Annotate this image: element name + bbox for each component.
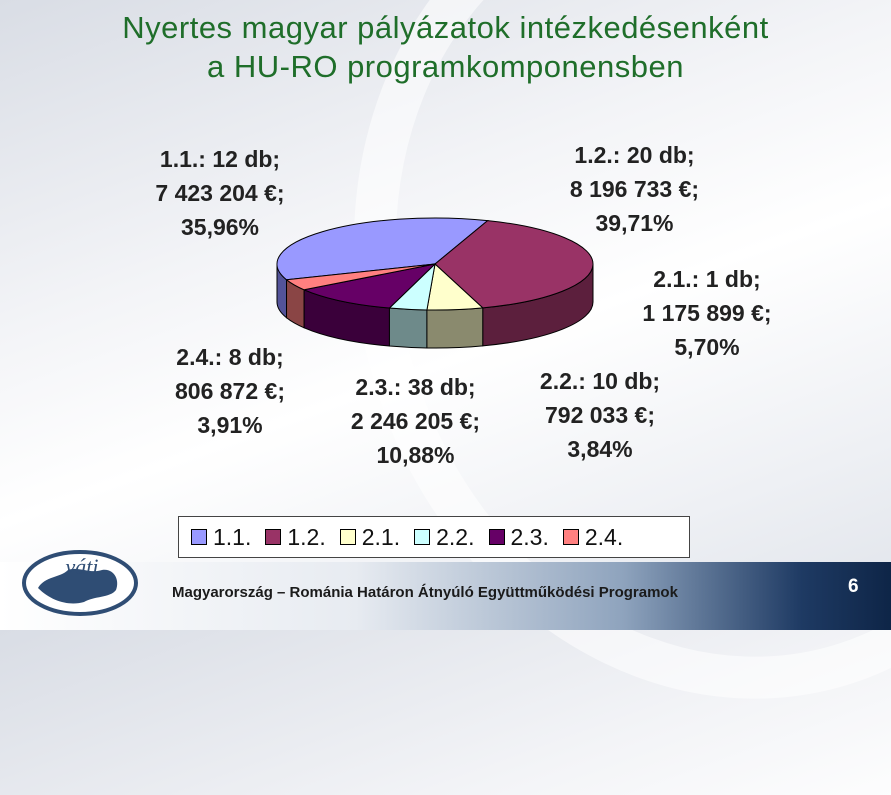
page-number: 6 — [848, 576, 859, 597]
pie-slice-2-4 — [285, 263, 436, 291]
legend-label-1-1: 1.1. — [213, 523, 252, 550]
legend-item-2-3: 2.3. — [488, 523, 549, 551]
legend-swatch-2-4 — [562, 529, 579, 545]
legend-item-2-2: 2.2. — [414, 523, 475, 551]
label-1-1-amount: 7 423 204 €; — [155, 180, 285, 206]
legend-label-2-3: 2.3. — [510, 523, 549, 550]
pie-slice-1-2 — [434, 220, 594, 309]
label-2-3-amount: 2 246 205 €; — [350, 408, 481, 434]
label-slice-1-2: 1.2.: 20 db; 8 196 733 €; 39,71% — [552, 138, 717, 240]
label-2-1-amount: 1 175 899 €; — [642, 300, 772, 326]
legend-item-1-2: 1.2. — [265, 523, 326, 551]
label-1-1-count: 1.1.: 12 db; — [159, 146, 281, 172]
label-1-2-count: 1.2.: 20 db; — [574, 142, 695, 168]
footer-bar — [0, 562, 891, 630]
label-1-1-percent: 35,96% — [180, 214, 259, 240]
label-slice-2-4: 2.4.: 8 db; 806 872 €; 3,91% — [155, 340, 305, 442]
slide-title: Nyertes magyar pályázatok intézkedésenké… — [0, 8, 891, 86]
label-slice-2-1: 2.1.: 1 db; 1 175 899 €; 5,70% — [622, 262, 792, 364]
label-2-1-percent: 5,70% — [674, 334, 740, 360]
legend-label-1-2: 1.2. — [287, 523, 326, 550]
logo-text: váti — [66, 554, 99, 579]
legend-swatch-2-2 — [414, 529, 431, 545]
label-1-2-percent: 39,71% — [595, 210, 674, 236]
label-2-4-percent: 3,91% — [197, 412, 263, 438]
label-2-4-count: 2.4.: 8 db; — [176, 344, 284, 370]
legend-label-2-2: 2.2. — [436, 523, 475, 550]
legend-swatch-1-2 — [265, 529, 282, 545]
legend-swatch-1-1 — [191, 529, 207, 545]
pie-side-2-2 — [388, 307, 428, 349]
label-2-2-percent: 3,84% — [567, 436, 633, 462]
legend-label-2-4: 2.4. — [584, 523, 624, 550]
legend-label-2-1: 2.1. — [361, 523, 401, 550]
label-1-2-amount: 8 196 733 €; — [569, 176, 700, 202]
pie-chart — [276, 217, 594, 349]
pie-side-2-1 — [426, 307, 484, 349]
vati-logo: váti — [22, 550, 138, 616]
pie-slice-1-1 — [276, 217, 489, 281]
label-slice-2-2: 2.2.: 10 db; 792 033 €; 3,84% — [520, 364, 680, 466]
label-2-4-amount: 806 872 €; — [175, 378, 285, 404]
label-2-3-count: 2.3.: 38 db; — [355, 374, 476, 400]
legend-swatch-2-1 — [339, 529, 356, 545]
label-2-2-amount: 792 033 €; — [545, 402, 655, 428]
title-line-2: a HU-RO programkomponensben — [207, 49, 684, 84]
label-2-2-count: 2.2.: 10 db; — [539, 368, 661, 394]
legend-item-2-4: 2.4. — [562, 523, 624, 551]
footer-program-name: Magyarország – Románia Határon Átnyúló E… — [172, 584, 678, 601]
legend-item-2-1: 2.1. — [339, 523, 401, 551]
legend-item-1-1: 1.1. — [191, 524, 251, 551]
legend-swatch-2-3 — [488, 529, 505, 545]
label-2-1-count: 2.1.: 1 db; — [653, 266, 761, 292]
chart-legend: 1.1. 1.2. 2.1. 2.2. 2.3. 2.4. — [178, 516, 690, 558]
label-2-3-percent: 10,88% — [376, 442, 455, 468]
title-line-1: Nyertes magyar pályázatok intézkedésenké… — [122, 10, 769, 45]
pie-slice-2-3 — [302, 263, 437, 309]
label-slice-2-3: 2.3.: 38 db; 2 246 205 €; 10,88% — [333, 370, 498, 472]
label-slice-1-1: 1.1.: 12 db; 7 423 204 €; 35,96% — [140, 142, 300, 244]
